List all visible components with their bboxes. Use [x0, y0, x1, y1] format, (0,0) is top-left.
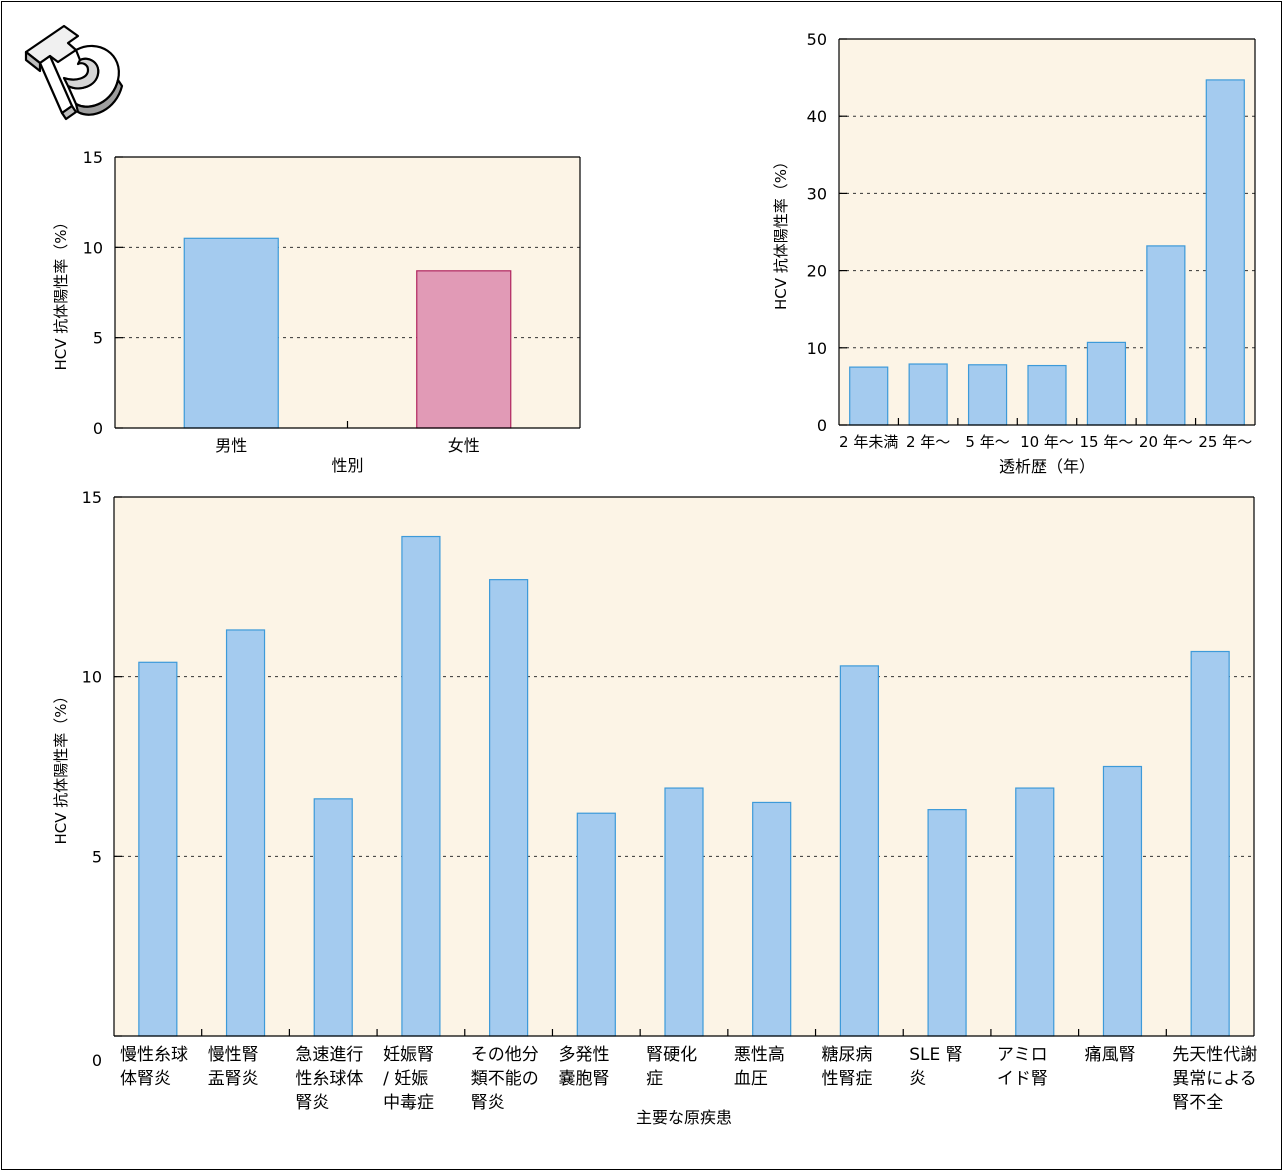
- y-axis-title: HCV 抗体陽性率（%）: [772, 154, 790, 310]
- x-category-label: / 妊娠: [383, 1069, 428, 1089]
- x-category-label: 妊娠腎: [383, 1045, 434, 1065]
- y-tick-label: 30: [807, 184, 827, 203]
- x-category-label: 盂腎炎: [208, 1069, 259, 1089]
- dialysis-duration-bar-chart: 0 10 20 30 40 50 2 年未満 2 年～ 5 年～ 10 年～ 15 年～ 20 年～ 2…: [772, 30, 1256, 476]
- y-axis-title: HCV 抗体陽性率（%）: [52, 688, 70, 844]
- y-tick-label: 10: [82, 668, 102, 687]
- y-tick-label: 40: [807, 107, 827, 126]
- x-category-label: 多発性: [558, 1045, 609, 1065]
- y-axis-title: HCV 抗体陽性率（%）: [52, 214, 70, 370]
- x-category-label: 2 年未満: [839, 433, 898, 451]
- bar: [849, 366, 889, 426]
- plot-area: [839, 39, 1255, 425]
- x-category-label: 性糸球体: [295, 1069, 363, 1089]
- bar: [1190, 650, 1230, 1037]
- x-category-label: 5 年～: [965, 433, 1009, 451]
- x-category-label: 類不能の: [471, 1069, 539, 1089]
- y-tick-label: 10: [807, 339, 827, 358]
- x-category-label: 血圧: [734, 1069, 768, 1089]
- y-tick-label: 0: [93, 419, 103, 438]
- x-category-label: 20 年～: [1139, 433, 1193, 451]
- x-category-label: 異常による: [1172, 1069, 1257, 1089]
- x-axis-title: 主要な原疾患: [636, 1108, 732, 1127]
- x-category-label: 25 年～: [1198, 433, 1252, 451]
- x-category-label: 糖尿病: [822, 1045, 873, 1065]
- x-category-label: 急速進行: [295, 1045, 363, 1065]
- x-category-label: 腎不全: [1172, 1093, 1223, 1113]
- bar: [1146, 245, 1186, 426]
- y-tick-label: 50: [807, 30, 827, 49]
- bar: [839, 665, 879, 1037]
- bar: [1086, 341, 1127, 426]
- bar: [416, 270, 512, 429]
- x-category-label: 嚢胞腎: [558, 1069, 609, 1089]
- x-category-label: 女性: [448, 436, 480, 455]
- x-category-label: 腎炎: [295, 1093, 329, 1113]
- bar: [313, 798, 353, 1037]
- x-axis-title: 性別: [331, 456, 363, 475]
- x-category-label: 慢性糸球: [120, 1044, 188, 1065]
- x-category-label: 腎炎: [471, 1093, 505, 1113]
- x-category-label: SLE 腎: [909, 1045, 962, 1065]
- bar: [927, 809, 967, 1037]
- y-tick-label: 15: [82, 488, 102, 507]
- x-category-label: アミロ: [997, 1045, 1048, 1065]
- bar: [908, 363, 948, 426]
- y-tick-label: 5: [92, 847, 102, 866]
- x-category-label: 性腎症: [822, 1069, 873, 1089]
- y-tick-label: 0: [92, 1051, 102, 1070]
- bar: [664, 787, 704, 1037]
- x-category-label: 慢性腎: [208, 1044, 259, 1065]
- bar: [1015, 787, 1055, 1037]
- x-category-label: 炎: [909, 1069, 926, 1089]
- bar: [225, 629, 266, 1037]
- x-category-label: 体腎炎: [120, 1069, 171, 1089]
- y-tick-label: 15: [83, 148, 103, 167]
- x-category-label: 15 年～: [1079, 433, 1133, 451]
- x-category-label: 2 年～: [906, 433, 950, 451]
- x-category-label: 悪性高: [734, 1045, 785, 1065]
- bar: [576, 812, 616, 1037]
- x-category-label: イド腎: [997, 1069, 1048, 1089]
- x-category-label: 10 年～: [1020, 433, 1074, 451]
- x-axis-title: 透析歴（年）: [999, 457, 1095, 476]
- x-category-label: 痛風腎: [1085, 1045, 1136, 1065]
- x-category-label: 腎硬化: [646, 1045, 697, 1065]
- bar: [752, 801, 792, 1037]
- bar: [1102, 765, 1143, 1037]
- bar: [1027, 364, 1067, 426]
- bar: [401, 535, 441, 1037]
- y-tick-label: 5: [93, 329, 103, 348]
- y-tick-label: 20: [807, 262, 827, 281]
- bar: [489, 579, 529, 1037]
- x-category-label: 先天性代謝: [1172, 1045, 1257, 1065]
- x-category-label: 男性: [215, 436, 247, 455]
- x-category-label: 中毒症: [383, 1093, 434, 1113]
- bar: [138, 661, 178, 1037]
- x-category-label: その他分: [471, 1045, 539, 1065]
- y-tick-label: 0: [817, 416, 827, 435]
- y-tick-label: 10: [83, 238, 103, 257]
- bar: [183, 237, 279, 429]
- x-category-label: 症: [646, 1069, 663, 1089]
- bar: [967, 364, 1008, 426]
- td-logo-icon: [24, 24, 124, 121]
- bar: [1205, 79, 1245, 426]
